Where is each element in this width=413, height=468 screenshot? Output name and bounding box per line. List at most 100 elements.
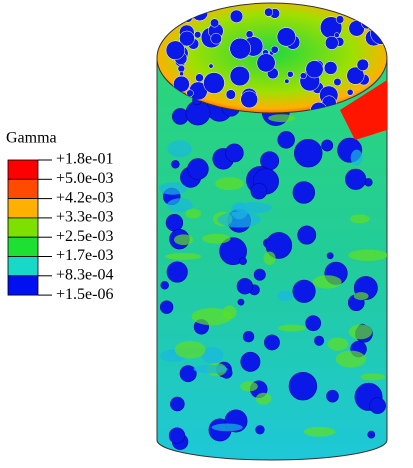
legend-swatch (7, 256, 39, 277)
spot (239, 257, 247, 265)
spot (165, 40, 186, 60)
spot (177, 64, 186, 73)
patch (327, 337, 349, 351)
spot (225, 89, 236, 100)
spot (225, 143, 244, 163)
patch (277, 290, 294, 302)
patch (193, 364, 228, 374)
spot (297, 225, 317, 245)
spot (294, 138, 323, 168)
patch (263, 251, 276, 265)
spot (270, 45, 279, 54)
spot (284, 78, 290, 84)
spot (333, 78, 342, 87)
spot (179, 71, 184, 77)
spot (208, 63, 214, 69)
spot (375, 10, 383, 18)
spot (326, 389, 339, 403)
patch (215, 177, 244, 191)
patch (278, 324, 306, 332)
patch (353, 292, 369, 301)
legend-label: +1.7e-03 (56, 247, 113, 264)
patch (185, 208, 201, 219)
spot (253, 268, 266, 281)
spot (276, 27, 296, 47)
patch (222, 305, 237, 320)
spot (219, 237, 247, 266)
spot (288, 371, 318, 401)
spot (187, 158, 209, 180)
spot (292, 181, 316, 204)
body-spots (158, 80, 387, 450)
spot (168, 427, 186, 444)
patch (167, 140, 192, 158)
spot (179, 365, 197, 383)
spot (370, 22, 387, 45)
legend-label: +1.8e-01 (56, 151, 113, 168)
spot (335, 15, 345, 24)
spot (367, 430, 376, 439)
legend-label: +3.3e-03 (56, 209, 113, 226)
patch (350, 149, 363, 166)
patch (303, 426, 336, 437)
patch (191, 307, 232, 326)
cylinder (156, 2, 388, 461)
legend-swatch (7, 236, 39, 257)
spot (326, 252, 334, 260)
spot (345, 168, 367, 190)
patch (165, 253, 202, 260)
patch (335, 350, 367, 368)
spot (324, 36, 339, 50)
patch (174, 234, 194, 246)
spot (264, 334, 280, 351)
spot (346, 88, 354, 96)
spot (379, 3, 387, 12)
patch (202, 233, 231, 244)
spot (305, 315, 322, 332)
spot (305, 60, 324, 79)
spot (210, 32, 222, 45)
legend-swatch (7, 198, 39, 219)
spot (229, 37, 251, 60)
patch (217, 211, 261, 228)
legend-swatch (7, 275, 39, 296)
spot (255, 425, 265, 435)
patch (255, 392, 272, 405)
patch (174, 340, 206, 359)
spot (186, 3, 194, 10)
spot (236, 278, 254, 295)
red-patch (340, 80, 387, 140)
spot (245, 30, 254, 39)
patch (166, 198, 193, 213)
spot (179, 30, 195, 47)
spot (321, 139, 334, 152)
spot (287, 71, 294, 78)
patch (348, 324, 373, 340)
patch (312, 275, 342, 289)
spot (264, 7, 274, 17)
spot (256, 53, 276, 73)
spot (229, 9, 244, 23)
spot (157, 21, 169, 38)
spot (157, 18, 169, 36)
legend-label: +2.5e-03 (56, 228, 113, 245)
spot (363, 3, 385, 16)
spot (369, 397, 386, 414)
legend: Gamma +1.8e-01 +5.0e-03 +4.2e-03 +3.3e-03 +2… (6, 130, 113, 303)
spot (229, 65, 250, 87)
legend-label: +1.5e-06 (56, 286, 113, 303)
patch (211, 423, 243, 432)
spot (195, 73, 204, 83)
spot (361, 16, 374, 30)
spot (170, 396, 185, 412)
spot (171, 160, 180, 169)
spot (182, 12, 193, 23)
spot (203, 72, 225, 94)
patch (268, 114, 295, 123)
patch (348, 249, 387, 261)
legend-title: Gamma (6, 130, 57, 147)
legend-label: +8.3e-04 (56, 266, 113, 283)
legend-swatch (7, 178, 39, 200)
